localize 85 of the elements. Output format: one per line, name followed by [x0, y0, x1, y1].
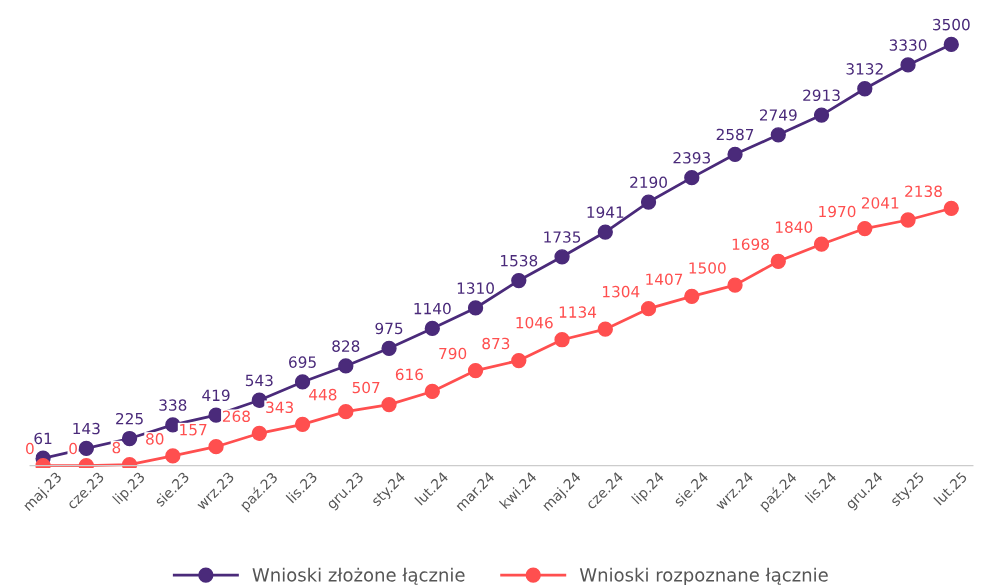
data-label: 3330	[889, 39, 927, 51]
point	[381, 340, 397, 356]
data-label: 873	[482, 337, 510, 350]
data-label: 1941	[587, 206, 624, 218]
point	[943, 200, 959, 216]
point	[943, 36, 959, 53]
data-label: 3132	[846, 63, 883, 75]
data-label: 1310	[457, 282, 494, 294]
data-label: 1840	[776, 221, 813, 233]
data-label: 2749	[759, 109, 797, 121]
data-label: 2041	[861, 197, 899, 209]
point	[554, 332, 570, 348]
point	[381, 396, 397, 413]
point	[338, 358, 354, 374]
point	[857, 81, 873, 97]
data-label: 2393	[673, 152, 711, 164]
data-label: 343	[266, 401, 293, 414]
point	[467, 362, 484, 379]
data-label: 1140	[414, 302, 451, 315]
point	[511, 272, 527, 289]
data-label: 0	[69, 442, 77, 455]
point	[684, 170, 700, 186]
data-label: 268	[222, 410, 250, 423]
data-label: 2587	[716, 128, 754, 141]
point	[208, 439, 224, 455]
data-label: 1304	[603, 285, 640, 298]
legend-label: Wnioski rozpoznane łącznie	[579, 567, 828, 585]
data-label: 1134	[559, 306, 597, 318]
data-label: 157	[180, 424, 207, 436]
point	[294, 374, 311, 390]
data-label: 1698	[732, 238, 769, 250]
data-label: 338	[159, 399, 187, 411]
data-label: 1407	[646, 273, 683, 285]
point	[554, 249, 570, 265]
point	[424, 383, 440, 400]
data-label: 80	[146, 433, 164, 445]
point	[597, 321, 613, 337]
data-label: 695	[289, 356, 316, 368]
data-label: 2913	[803, 89, 840, 102]
point	[813, 236, 830, 252]
data-label: 3500	[933, 18, 970, 31]
data-label: 1970	[819, 205, 856, 218]
point	[857, 220, 873, 237]
legend-label: Wnioski złożone łącznie	[252, 567, 465, 585]
point	[813, 107, 830, 123]
data-label: 143	[73, 422, 100, 435]
point	[640, 194, 657, 210]
data-label: 2138	[905, 185, 942, 198]
point	[900, 212, 916, 228]
point	[467, 300, 484, 316]
point	[165, 417, 181, 433]
point	[165, 448, 181, 464]
point	[770, 127, 786, 143]
data-label: 543	[245, 374, 273, 387]
point	[770, 253, 786, 269]
point	[78, 440, 94, 457]
point	[727, 146, 743, 162]
point	[424, 320, 440, 337]
data-label: 1500	[689, 262, 726, 274]
data-label: 790	[439, 347, 467, 360]
point	[684, 288, 700, 304]
point	[251, 425, 267, 441]
point	[597, 224, 613, 240]
point	[251, 392, 267, 408]
data-label: 507	[352, 381, 380, 394]
data-label: 419	[202, 389, 230, 402]
point	[640, 301, 657, 317]
data-label: 448	[309, 388, 337, 401]
point	[727, 277, 743, 293]
point	[511, 352, 527, 369]
data-label: 828	[332, 340, 360, 352]
point	[338, 404, 354, 420]
data-label: 1735	[544, 231, 581, 243]
data-label: 61	[34, 432, 52, 445]
data-label: 225	[116, 412, 143, 425]
point	[900, 57, 916, 73]
data-label: 2190	[630, 176, 667, 189]
data-label: 8	[112, 441, 121, 454]
data-label: 1538	[501, 254, 538, 267]
data-label: 1046	[516, 316, 553, 329]
point	[121, 430, 138, 447]
data-label: 0	[26, 442, 34, 455]
data-label: 616	[395, 368, 424, 381]
point	[294, 416, 311, 432]
data-label: 975	[375, 322, 403, 335]
